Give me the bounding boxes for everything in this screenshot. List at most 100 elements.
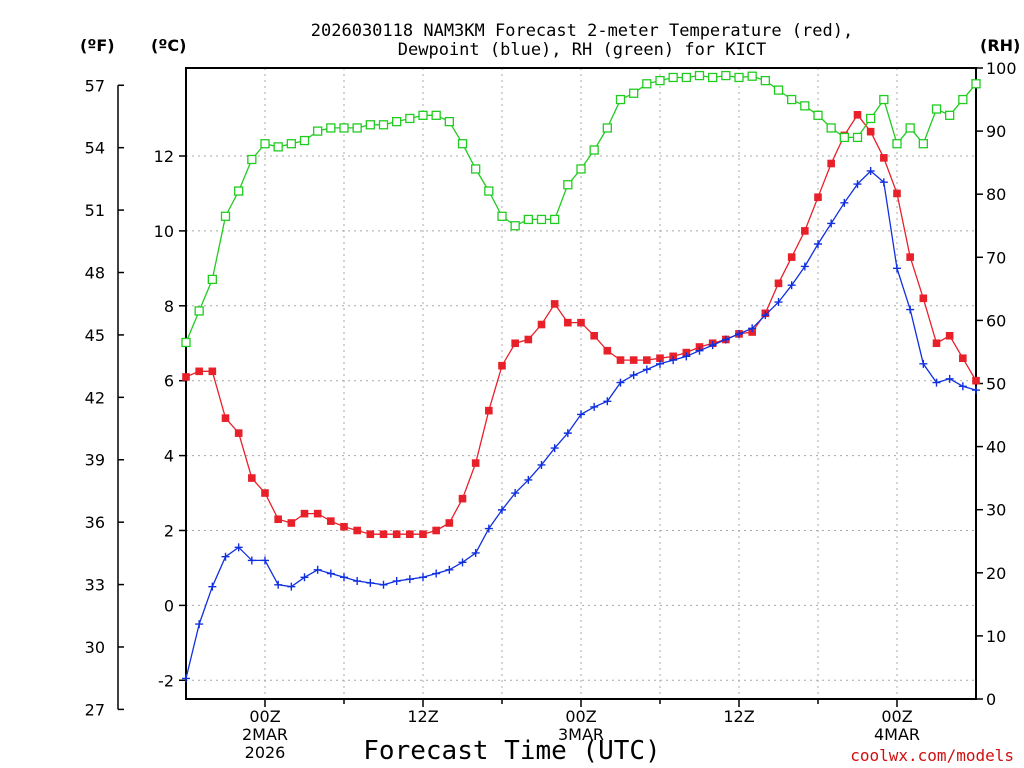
rh-point [181,337,191,348]
fahrenheit-tick-label: 39 [85,451,105,470]
celsius-tick-label: 4 [164,447,174,466]
rh-point [378,120,389,130]
rh-point [892,139,902,149]
rh-point [286,139,296,149]
dewpoint-point [208,582,217,591]
rh-point [905,123,915,133]
series-temperature [182,111,980,539]
rh-point [444,116,454,127]
dewpoint-point [958,382,967,391]
temperature-point [774,279,783,288]
x-tick-label: 00Z [565,707,596,726]
rh-tick-label: 40 [986,438,1006,457]
temperature-point [616,356,625,364]
temperature-point [195,367,203,376]
dewpoint-point [748,324,757,333]
temperature-point [182,373,190,381]
temperature-point [814,193,822,201]
rh-point [760,75,770,86]
rh-tick-label: 80 [986,185,1006,204]
temperature-point [880,154,888,162]
rh-point [352,123,362,133]
dewpoint-point [458,558,467,567]
x-year-label: 2026 [245,743,286,762]
temperature-point [511,339,519,348]
chart-title-line2: Dewpoint (blue), RH (green) for KICT [398,40,766,60]
temperature-point [379,530,388,539]
rh-point [629,88,639,98]
rh-point [326,123,336,133]
temperature-point [906,253,914,261]
rh-tick-label: 10 [986,627,1006,646]
rh-point [721,70,731,81]
dewpoint-point [800,262,809,271]
fahrenheit-tick-label: 36 [85,513,105,532]
dewpoint-point [234,543,243,552]
temperature-point [603,346,612,355]
rh-tick-label: 60 [986,311,1006,330]
dewpoint-point [247,556,256,565]
dewpoint-point [182,674,190,683]
series-layer [181,70,981,683]
rh-point [655,75,665,86]
dewpoint-point [932,378,941,387]
axes: 27 30 33 36 39 42 45 48 51 54 57 -2 0 2 4 6 8 10 12 0 10 20 30… [85,59,1017,762]
rh-point [839,132,849,143]
dewpoint-point [405,575,414,584]
dewpoint-point [195,620,204,629]
dewpoint-point [945,374,954,383]
dewpoint-point [313,565,322,574]
temperature-point [853,111,862,119]
dewpoint-point [261,556,269,565]
dewpoint-point [300,573,309,582]
credit-label[interactable]: coolwx.com/models [850,746,1014,765]
dewpoint-point [550,444,559,453]
rh-tick-label: 100 [986,59,1017,78]
rh-tick-label: 30 [986,501,1006,520]
rh-point [931,104,942,114]
temperature-point [458,494,467,503]
rh-point [365,120,375,130]
temperature-point [327,517,335,525]
temperature-point [827,159,835,168]
rh-point [602,123,612,133]
rh-point [457,139,468,149]
x-tick-label: 12Z [407,707,438,726]
temperature-point [866,127,875,136]
dewpoint-point [392,577,401,586]
dewpoint-point [774,298,783,307]
dewpoint-point [879,178,888,187]
dewpoint-point [642,365,651,374]
fahrenheit-tick-label: 30 [85,638,105,657]
temperature-point [366,530,375,539]
temperature-point [234,429,243,437]
temperature-point [932,339,941,348]
rh-point [220,211,231,221]
temperature-point [419,530,427,539]
temperature-point [432,526,440,535]
dewpoint-point [893,264,901,273]
rh-point [550,214,560,225]
dewpoint-point [919,359,928,368]
temperature-point [353,526,361,535]
fahrenheit-tick-label: 33 [85,576,105,595]
dewpoint-point [787,281,796,290]
fahrenheit-tick-label: 48 [85,264,105,283]
celsius-unit-label: (ºC) [151,36,186,55]
temperature-point [893,189,901,198]
dewpoint-point [471,548,480,557]
rh-point [247,154,257,165]
temperature-point [208,367,217,376]
dewpoint-point [590,402,599,411]
rh-point [273,142,283,152]
rh-point [260,139,270,149]
rh-tick-label: 90 [986,122,1006,141]
temperature-point [537,320,546,329]
temperature-point [248,474,256,482]
rh-point [734,72,744,83]
dewpoint-point [669,356,678,365]
temperature-point [498,361,506,370]
celsius-tick-label: 0 [164,596,174,615]
dewpoint-point [629,371,638,380]
dewpoint-point [340,573,348,582]
